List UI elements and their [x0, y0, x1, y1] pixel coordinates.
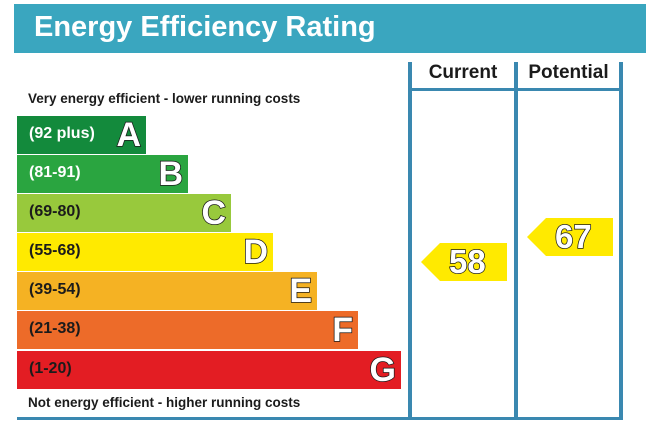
- potential-rating-value: 67: [554, 217, 592, 256]
- current-column-header: Current: [428, 62, 498, 83]
- potential-rating-arrow: 67: [527, 217, 613, 256]
- band-letter: E: [289, 271, 313, 311]
- band-range-label: (81-91): [29, 164, 81, 181]
- band-letter: B: [158, 154, 184, 194]
- band-b: (81-91) B: [17, 154, 188, 194]
- potential-column-right-border: [619, 62, 623, 420]
- band-a: (92 plus) A: [17, 115, 146, 155]
- title-bar: Energy Efficiency Rating: [14, 4, 646, 53]
- top-caption: Very energy efficient - lower running co…: [28, 91, 301, 106]
- band-range-label: (21-38): [29, 320, 81, 337]
- potential-column-header: Potential: [528, 62, 609, 83]
- band-d: (55-68) D: [17, 232, 273, 272]
- current-column-right-border: [514, 62, 518, 420]
- band-range-label: (69-80): [29, 203, 81, 220]
- band-letter: D: [243, 232, 269, 272]
- band-c: (69-80) C: [17, 193, 231, 233]
- bottom-caption: Not energy efficient - higher running co…: [28, 395, 301, 410]
- current-rating-value: 58: [448, 242, 486, 281]
- band-range-label: (39-54): [29, 281, 81, 298]
- band-f: (21-38) F: [17, 310, 358, 350]
- band-letter: C: [201, 193, 227, 233]
- band-g: (1-20) G: [17, 350, 401, 390]
- band-letter: A: [116, 115, 142, 155]
- current-arrow-shape: [421, 243, 507, 281]
- band-letter: F: [331, 310, 353, 350]
- band-letter: G: [369, 350, 397, 390]
- current-rating-arrow: 58: [421, 242, 507, 281]
- band-range-label: (92 plus): [29, 125, 95, 142]
- band-e: (39-54) E: [17, 271, 317, 311]
- potential-arrow-shape: [527, 218, 613, 256]
- bottom-border-line: [17, 417, 623, 420]
- band-range-label: (55-68): [29, 242, 81, 259]
- band-range-label: (1-20): [29, 360, 72, 377]
- page-title: Energy Efficiency Rating: [34, 11, 376, 43]
- current-column-left-border: [408, 62, 412, 420]
